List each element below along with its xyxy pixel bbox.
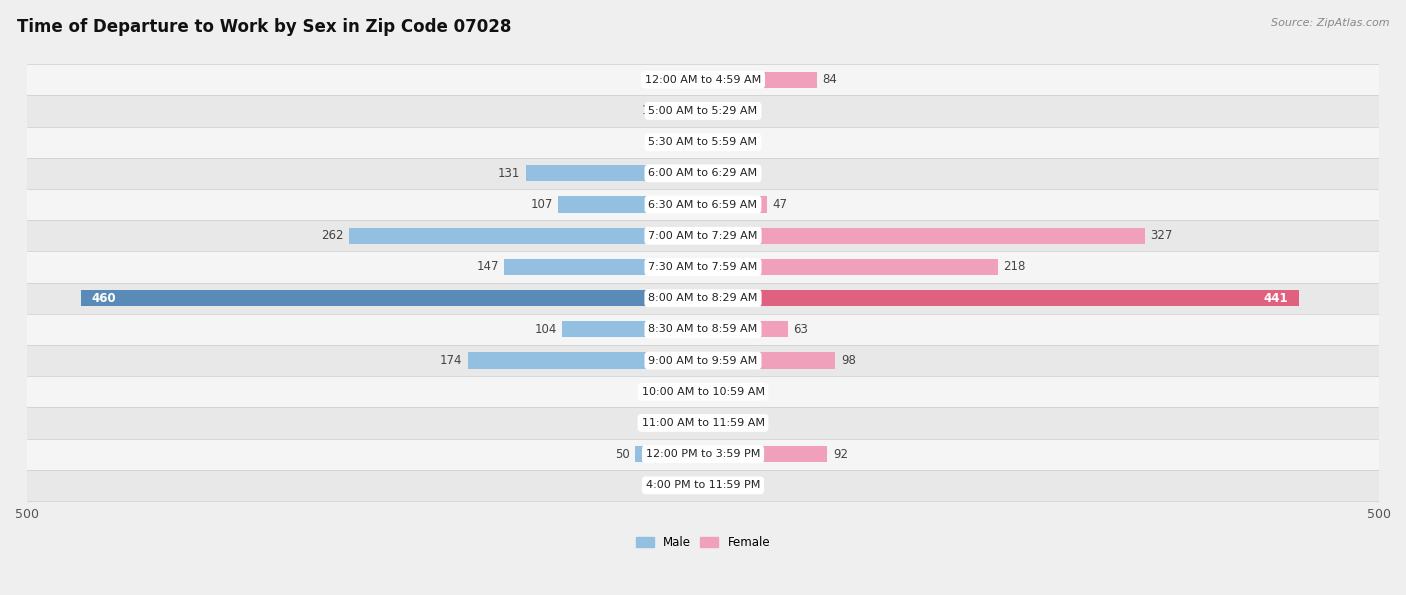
Text: 0: 0 xyxy=(749,105,756,117)
Bar xyxy=(562,321,703,337)
Bar xyxy=(27,376,1379,408)
Text: 147: 147 xyxy=(477,261,499,274)
Bar xyxy=(27,251,1379,283)
Text: 460: 460 xyxy=(91,292,117,305)
Text: 104: 104 xyxy=(534,323,557,336)
Text: 6:00 AM to 6:29 AM: 6:00 AM to 6:29 AM xyxy=(648,168,758,178)
Bar xyxy=(662,71,703,88)
Text: 131: 131 xyxy=(498,167,520,180)
Text: 92: 92 xyxy=(832,447,848,461)
Bar xyxy=(27,408,1379,439)
Text: 0: 0 xyxy=(650,479,657,492)
Text: 6:30 AM to 6:59 AM: 6:30 AM to 6:59 AM xyxy=(648,199,758,209)
Bar xyxy=(703,228,1144,244)
Text: 98: 98 xyxy=(841,354,856,367)
Text: 0: 0 xyxy=(749,479,756,492)
Text: 3: 3 xyxy=(749,167,756,180)
Bar xyxy=(662,415,703,431)
Text: 14: 14 xyxy=(749,386,763,398)
Bar xyxy=(27,470,1379,501)
Text: 174: 174 xyxy=(440,354,463,367)
Bar xyxy=(703,384,744,400)
Text: 107: 107 xyxy=(530,198,553,211)
Bar xyxy=(703,321,789,337)
Text: 7:00 AM to 7:29 AM: 7:00 AM to 7:29 AM xyxy=(648,231,758,241)
Bar xyxy=(662,384,703,400)
Bar xyxy=(662,134,703,151)
Bar xyxy=(703,134,744,151)
Text: 0: 0 xyxy=(650,416,657,430)
Bar xyxy=(27,189,1379,220)
Bar xyxy=(27,127,1379,158)
Bar xyxy=(703,196,766,212)
Bar xyxy=(703,259,998,275)
Bar xyxy=(27,345,1379,376)
Text: 10:00 AM to 10:59 AM: 10:00 AM to 10:59 AM xyxy=(641,387,765,397)
Bar xyxy=(558,196,703,212)
Bar xyxy=(703,415,744,431)
Text: 9:00 AM to 9:59 AM: 9:00 AM to 9:59 AM xyxy=(648,356,758,365)
Bar xyxy=(526,165,703,181)
Bar xyxy=(662,477,703,493)
Legend: Male, Female: Male, Female xyxy=(631,531,775,554)
Text: 4:00 PM to 11:59 PM: 4:00 PM to 11:59 PM xyxy=(645,480,761,490)
Text: 12:00 AM to 4:59 AM: 12:00 AM to 4:59 AM xyxy=(645,75,761,84)
Bar xyxy=(703,352,835,369)
Bar xyxy=(703,477,744,493)
Bar xyxy=(468,352,703,369)
Text: 63: 63 xyxy=(793,323,808,336)
Text: 5:30 AM to 5:59 AM: 5:30 AM to 5:59 AM xyxy=(648,137,758,147)
Text: 24: 24 xyxy=(643,386,657,398)
Text: 47: 47 xyxy=(772,198,787,211)
Bar xyxy=(703,290,1299,306)
Bar xyxy=(27,95,1379,127)
Text: 8:00 AM to 8:29 AM: 8:00 AM to 8:29 AM xyxy=(648,293,758,303)
Bar xyxy=(703,71,817,88)
Bar xyxy=(662,103,703,119)
Text: 7:30 AM to 7:59 AM: 7:30 AM to 7:59 AM xyxy=(648,262,758,272)
Text: 5:00 AM to 5:29 AM: 5:00 AM to 5:29 AM xyxy=(648,106,758,116)
Text: 84: 84 xyxy=(823,73,837,86)
Text: 262: 262 xyxy=(321,229,343,242)
Text: 0: 0 xyxy=(650,136,657,149)
Text: 0: 0 xyxy=(650,73,657,86)
Text: 441: 441 xyxy=(1264,292,1288,305)
Bar xyxy=(703,446,827,462)
Bar xyxy=(505,259,703,275)
Bar xyxy=(27,314,1379,345)
Bar xyxy=(27,64,1379,95)
Text: Time of Departure to Work by Sex in Zip Code 07028: Time of Departure to Work by Sex in Zip … xyxy=(17,18,512,36)
Text: 16: 16 xyxy=(643,105,657,117)
Bar xyxy=(27,439,1379,470)
Bar xyxy=(349,228,703,244)
Bar xyxy=(82,290,703,306)
Bar xyxy=(27,220,1379,251)
Text: 11:00 AM to 11:59 AM: 11:00 AM to 11:59 AM xyxy=(641,418,765,428)
Text: 50: 50 xyxy=(616,447,630,461)
Text: 218: 218 xyxy=(1002,261,1025,274)
Text: 327: 327 xyxy=(1150,229,1173,242)
Bar xyxy=(27,283,1379,314)
Text: 8:30 AM to 8:59 AM: 8:30 AM to 8:59 AM xyxy=(648,324,758,334)
Text: 12:00 PM to 3:59 PM: 12:00 PM to 3:59 PM xyxy=(645,449,761,459)
Text: 0: 0 xyxy=(749,416,756,430)
Bar xyxy=(703,165,744,181)
Text: Source: ZipAtlas.com: Source: ZipAtlas.com xyxy=(1271,18,1389,28)
Bar xyxy=(636,446,703,462)
Bar xyxy=(27,158,1379,189)
Text: 0: 0 xyxy=(749,136,756,149)
Bar xyxy=(703,103,744,119)
